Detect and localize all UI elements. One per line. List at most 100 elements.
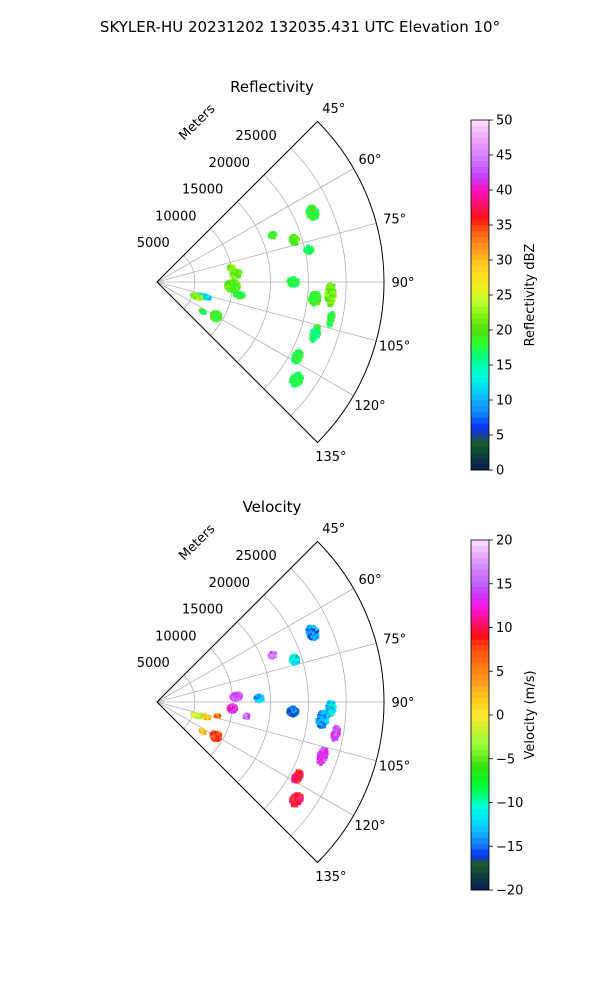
echo-gate [312, 302, 316, 306]
echo-cell [325, 700, 337, 717]
echo-gate [309, 338, 313, 341]
echo-gate [237, 293, 241, 296]
colorbar-segment [471, 230, 489, 238]
echo-cell [267, 230, 278, 240]
echo-gate [334, 705, 337, 709]
echo-gate [307, 251, 311, 254]
echo-gate [295, 774, 298, 777]
echo-cell [286, 705, 300, 718]
colorbar-segment [471, 300, 489, 308]
echo-gate [212, 736, 215, 740]
echo-gate [329, 304, 333, 307]
echo-gate [197, 295, 200, 298]
echo-gate [309, 300, 312, 304]
echo-gate [309, 214, 312, 217]
echo-gate [215, 317, 218, 321]
figure-suptitle: SKYLER-HU 20231202 132035.431 UTC Elevat… [100, 18, 500, 36]
echo-gate [316, 635, 320, 639]
colorbar-tick-label: 50 [496, 114, 513, 129]
echo-gate [327, 318, 331, 322]
colorbar-segment [471, 236, 489, 243]
echo-gate [320, 725, 324, 728]
echo-gate [296, 354, 300, 358]
echo-gate [292, 352, 296, 355]
echo-gate [319, 720, 322, 724]
echo-gate [328, 291, 332, 295]
echo-gate [315, 637, 318, 640]
echo-gate [291, 280, 294, 283]
echo-gate [231, 266, 234, 269]
echo-gate [335, 737, 339, 741]
echo-gate [235, 698, 239, 702]
echo-gate [313, 298, 316, 301]
echo-gate [214, 314, 218, 317]
echo-gate [326, 717, 330, 720]
echo-gate [324, 713, 328, 716]
echo-gate [307, 244, 310, 248]
colorbar-segment [471, 201, 489, 208]
echo-gate [205, 295, 208, 298]
echo-gate [337, 729, 340, 732]
echo-gate [210, 316, 214, 320]
echo-gate [215, 312, 219, 316]
echo-gate [229, 267, 232, 270]
echo-gate [237, 697, 241, 701]
echo-gate [315, 628, 318, 631]
echo-gate [212, 735, 215, 738]
echo-gate [315, 297, 319, 300]
echo-gate [209, 734, 213, 737]
echo-gate [320, 762, 323, 766]
echo-gate [234, 268, 237, 272]
echo-gate [309, 632, 312, 636]
echo-gate [291, 374, 294, 377]
echo-gate [292, 360, 296, 364]
colorbar-tick-label: 20 [496, 324, 513, 339]
echo-gate [234, 706, 238, 709]
echo-gate [290, 804, 294, 807]
echo-gate [316, 213, 320, 216]
echo-gate [333, 709, 336, 713]
echo-gate [296, 279, 300, 282]
echo-gate [312, 628, 315, 632]
echo-gate [232, 280, 235, 283]
colorbar-segment [471, 411, 489, 418]
echo-gate [298, 353, 302, 357]
colorbar-segment [471, 318, 489, 325]
colorbar-tick-label: 35 [496, 219, 513, 234]
echo-gate [325, 288, 329, 291]
echo-gate [314, 301, 317, 305]
echo-gate [199, 295, 203, 299]
echo-gate [216, 713, 219, 716]
echo-gate [289, 284, 292, 288]
echo-gate [316, 209, 320, 213]
echo-gate [329, 319, 332, 322]
echo-gate [211, 311, 215, 314]
echo-gate [324, 757, 327, 761]
echo-gate [298, 380, 302, 384]
echo-gate [311, 337, 315, 340]
echo-gate [330, 291, 333, 294]
echo-gate [331, 713, 335, 716]
echo-gate [325, 290, 328, 293]
echo-gate [214, 731, 218, 735]
echo-gate [201, 716, 205, 719]
echo-gate [312, 209, 316, 212]
echo-gate [231, 287, 235, 291]
echo-gate [216, 315, 220, 318]
echo-gate [274, 652, 277, 656]
echo-gate [231, 695, 234, 698]
echo-gate [316, 326, 320, 329]
echo-gate [213, 315, 217, 319]
colorbar-tick-label: 10 [496, 394, 513, 409]
echo-gate [293, 382, 297, 386]
echo-gate [208, 717, 211, 720]
echo-gate [323, 750, 326, 753]
echo-gate [314, 293, 318, 296]
echo-gate [289, 712, 292, 716]
colorbar-segment [471, 254, 489, 261]
echo-gate [320, 747, 324, 750]
echo-gate [229, 271, 233, 275]
echo-gate [237, 283, 241, 287]
echo-gate [324, 710, 328, 714]
colorbar-segment [471, 190, 489, 197]
